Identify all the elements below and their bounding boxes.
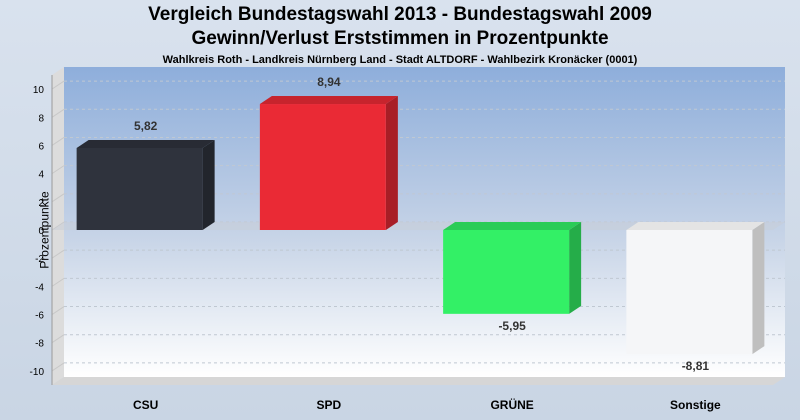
y-tick-label: 2 — [38, 198, 44, 209]
bar-side — [569, 222, 582, 314]
zero-plane — [52, 222, 785, 230]
gridline-side — [51, 108, 65, 118]
gridline-side — [51, 137, 65, 146]
bar-value-label: -8,81 — [682, 359, 710, 373]
gridline-side — [51, 165, 65, 175]
y-tick-label: 10 — [33, 85, 45, 96]
y-tick-label: -6 — [35, 311, 44, 322]
bar — [259, 104, 386, 230]
y-tick-label: 8 — [38, 113, 44, 124]
bar-top — [626, 222, 765, 230]
gridline-side — [51, 306, 65, 315]
bar-top — [259, 96, 398, 105]
floor — [52, 377, 785, 385]
y-tick-label: 4 — [38, 170, 44, 181]
y-tick-label: 6 — [38, 141, 44, 152]
bar — [626, 230, 753, 355]
bar-side — [202, 139, 215, 230]
bar-top — [443, 222, 582, 230]
bar-top — [76, 139, 215, 148]
gridline-side — [51, 80, 65, 90]
chart-title: Vergleich Bundestagswahl 2013 - Bundesta… — [148, 4, 652, 25]
x-tick-label: CSU — [133, 398, 158, 412]
chart-caption: Wahlkreis Roth - Landkreis Nürnberg Land… — [162, 54, 638, 66]
gridline-side — [51, 249, 65, 259]
bar-value-label: -5,95 — [498, 319, 526, 333]
gridline-side — [51, 334, 65, 344]
chart-subtitle: Gewinn/Verlust Erststimmen in Prozentpun… — [191, 28, 609, 49]
y-tick-label: 0 — [38, 226, 44, 237]
gridline-side — [51, 193, 65, 203]
x-tick-label: Sonstige — [670, 398, 721, 412]
x-tick-label: SPD — [317, 398, 342, 412]
bar-value-label: 8,94 — [317, 75, 341, 89]
x-tick-label: GRÜNE — [490, 397, 533, 412]
y-tick-label: -10 — [30, 367, 45, 378]
y-tick-label: -4 — [35, 282, 44, 293]
bar-value-label: 5,82 — [134, 119, 158, 133]
bar-side — [752, 222, 765, 355]
gridline-side — [51, 362, 65, 372]
y-tick-label: -2 — [35, 254, 44, 265]
bar — [443, 230, 570, 314]
bar — [76, 147, 203, 230]
y-tick-label: -8 — [35, 339, 44, 350]
gridline-side — [51, 277, 65, 287]
bar-side — [385, 96, 398, 230]
